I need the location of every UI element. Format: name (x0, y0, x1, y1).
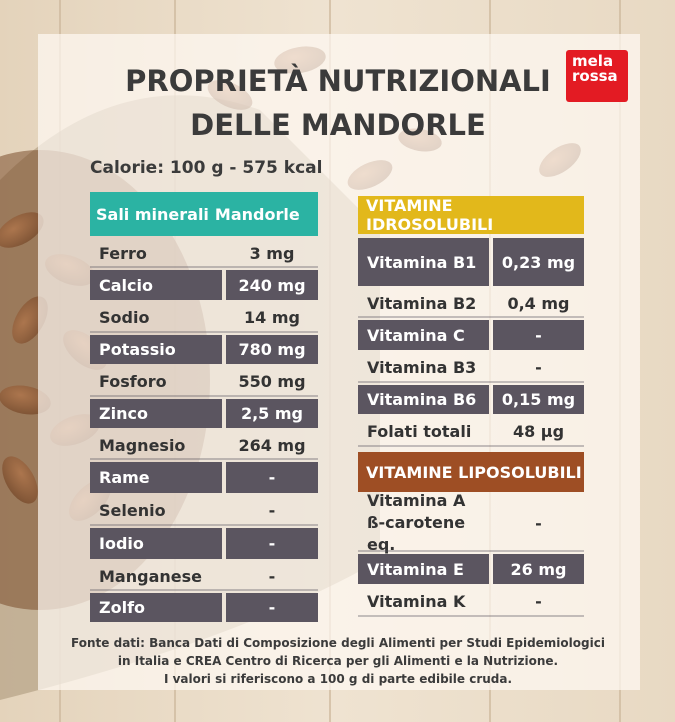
table-row: Vitamina B2 0,4 mg (358, 288, 584, 318)
page-title-line1: PROPRIETÀ NUTRIZIONALI (125, 64, 551, 98)
row-divider (90, 458, 318, 460)
row-divider (358, 381, 584, 383)
row-divider (358, 615, 584, 617)
row-divider (90, 266, 318, 268)
row-value: 26 mg (493, 554, 584, 584)
melarossa-logo: mela rossa (566, 50, 628, 102)
row-value: 14 mg (244, 308, 300, 327)
minerals-header-label: Sali minerali (96, 204, 209, 224)
row-value: - (268, 501, 276, 520)
table-row: Selenio - (90, 495, 318, 526)
row-value: - (535, 592, 542, 611)
row-value: 240 mg (226, 270, 318, 300)
table-row: Vitamina B6 0,15 mg (358, 385, 584, 414)
minerals-header-value: Mandorle (214, 204, 300, 224)
row-label: Vitamina E (358, 554, 489, 584)
row-value: 0,15 mg (493, 385, 584, 414)
table-row: Ferro 3 mg (90, 238, 318, 268)
minerals-header: Sali minerali Mandorle (90, 192, 318, 236)
row-label: Zolfo (90, 593, 222, 622)
row-value: - (535, 358, 542, 377)
row-divider (90, 331, 318, 333)
row-divider (358, 445, 584, 447)
row-value: 3 mg (249, 243, 295, 263)
row-label: Potassio (90, 335, 222, 364)
row-value: 780 mg (226, 335, 318, 364)
row-label: Selenio (99, 501, 166, 520)
row-value: 2,5 mg (226, 399, 318, 428)
footer-line-2: in Italia e CREA Centro di Ricerca per g… (117, 654, 559, 668)
fat-soluble-header: VITAMINE LIPOSOLUBILI (358, 452, 584, 492)
row-value: 48 µg (512, 422, 565, 441)
row-label: Vitamina B1 (358, 238, 489, 286)
row-label-line1: Vitamina A (367, 491, 466, 510)
row-divider (358, 316, 584, 318)
table-row: Zinco 2,5 mg (90, 399, 318, 428)
table-row: Vitamina E 26 mg (358, 554, 584, 584)
logo-text-top: mela (572, 52, 614, 70)
row-label: Vitamina B2 (367, 293, 477, 313)
row-value: - (226, 462, 318, 493)
table-row: Potassio 780 mg (90, 335, 318, 364)
table-row: Iodio - (90, 528, 318, 559)
row-value: 550 mg (238, 372, 306, 391)
row-label: Fosforo (99, 372, 167, 391)
table-row: Vitamina B1 0,23 mg (358, 238, 584, 286)
table-row: Zolfo - (90, 593, 318, 622)
row-value: - (226, 593, 318, 622)
table-row: Vitamina B3 - (358, 352, 584, 383)
table-row: Magnesio 264 mg (90, 430, 318, 460)
row-label: Zinco (90, 399, 222, 428)
water-soluble-header: VITAMINE IDROSOLUBILI (358, 196, 584, 234)
row-label: Calcio (90, 270, 222, 300)
row-label: Folati totali (367, 422, 472, 441)
row-divider (90, 589, 318, 591)
row-value: - (226, 528, 318, 559)
calories-label: Calorie: 100 g - 575 kcal (90, 158, 323, 178)
table-row: Vitamina C- (358, 320, 584, 350)
row-label: Vitamina C (358, 320, 489, 350)
footer-line-3: I valori si riferiscono a 100 g di parte… (163, 672, 513, 686)
table-row: Sodio 14 mg (90, 302, 318, 333)
table-row: Vitamina K - (358, 586, 584, 617)
row-value: - (493, 320, 584, 350)
table-row: Manganese - (90, 561, 318, 591)
row-value: - (535, 513, 542, 533)
table-row: Calcio 240 mg (90, 270, 318, 300)
table-row: Folati totali 48 µg (358, 416, 584, 447)
footer-line-1: Fonte dati: Banca Dati di Composizione d… (71, 636, 605, 650)
row-value: 264 mg (238, 435, 306, 455)
row-label-line2: ß-carotene eq. (367, 513, 466, 554)
row-divider (90, 524, 318, 526)
table-row: Vitamina A ß-carotene eq. - (358, 491, 584, 554)
row-label: Vitamina B3 (367, 358, 477, 377)
row-divider (358, 550, 584, 552)
row-value: - (268, 566, 276, 586)
row-value: 0,23 mg (493, 238, 584, 286)
row-label: Manganese (99, 566, 202, 586)
row-label: Vitamina A ß-carotene eq. (358, 491, 489, 554)
table-row: Rame - (90, 462, 318, 493)
row-label: Vitamina K (367, 592, 466, 611)
row-label: Magnesio (99, 435, 186, 455)
table-row: Fosforo 550 mg (90, 366, 318, 397)
row-label: Sodio (99, 308, 150, 327)
row-value: 0,4 mg (507, 293, 570, 313)
logo-text-bottom: rossa (572, 67, 618, 85)
row-label: Ferro (99, 243, 147, 263)
row-label: Iodio (90, 528, 222, 559)
footer-source: Fonte dati: Banca Dati di Composizione d… (60, 634, 616, 688)
row-divider (90, 395, 318, 397)
row-label: Rame (90, 462, 222, 493)
page-title-line2: DELLE MANDORLE (190, 108, 486, 142)
row-label: Vitamina B6 (358, 385, 489, 414)
